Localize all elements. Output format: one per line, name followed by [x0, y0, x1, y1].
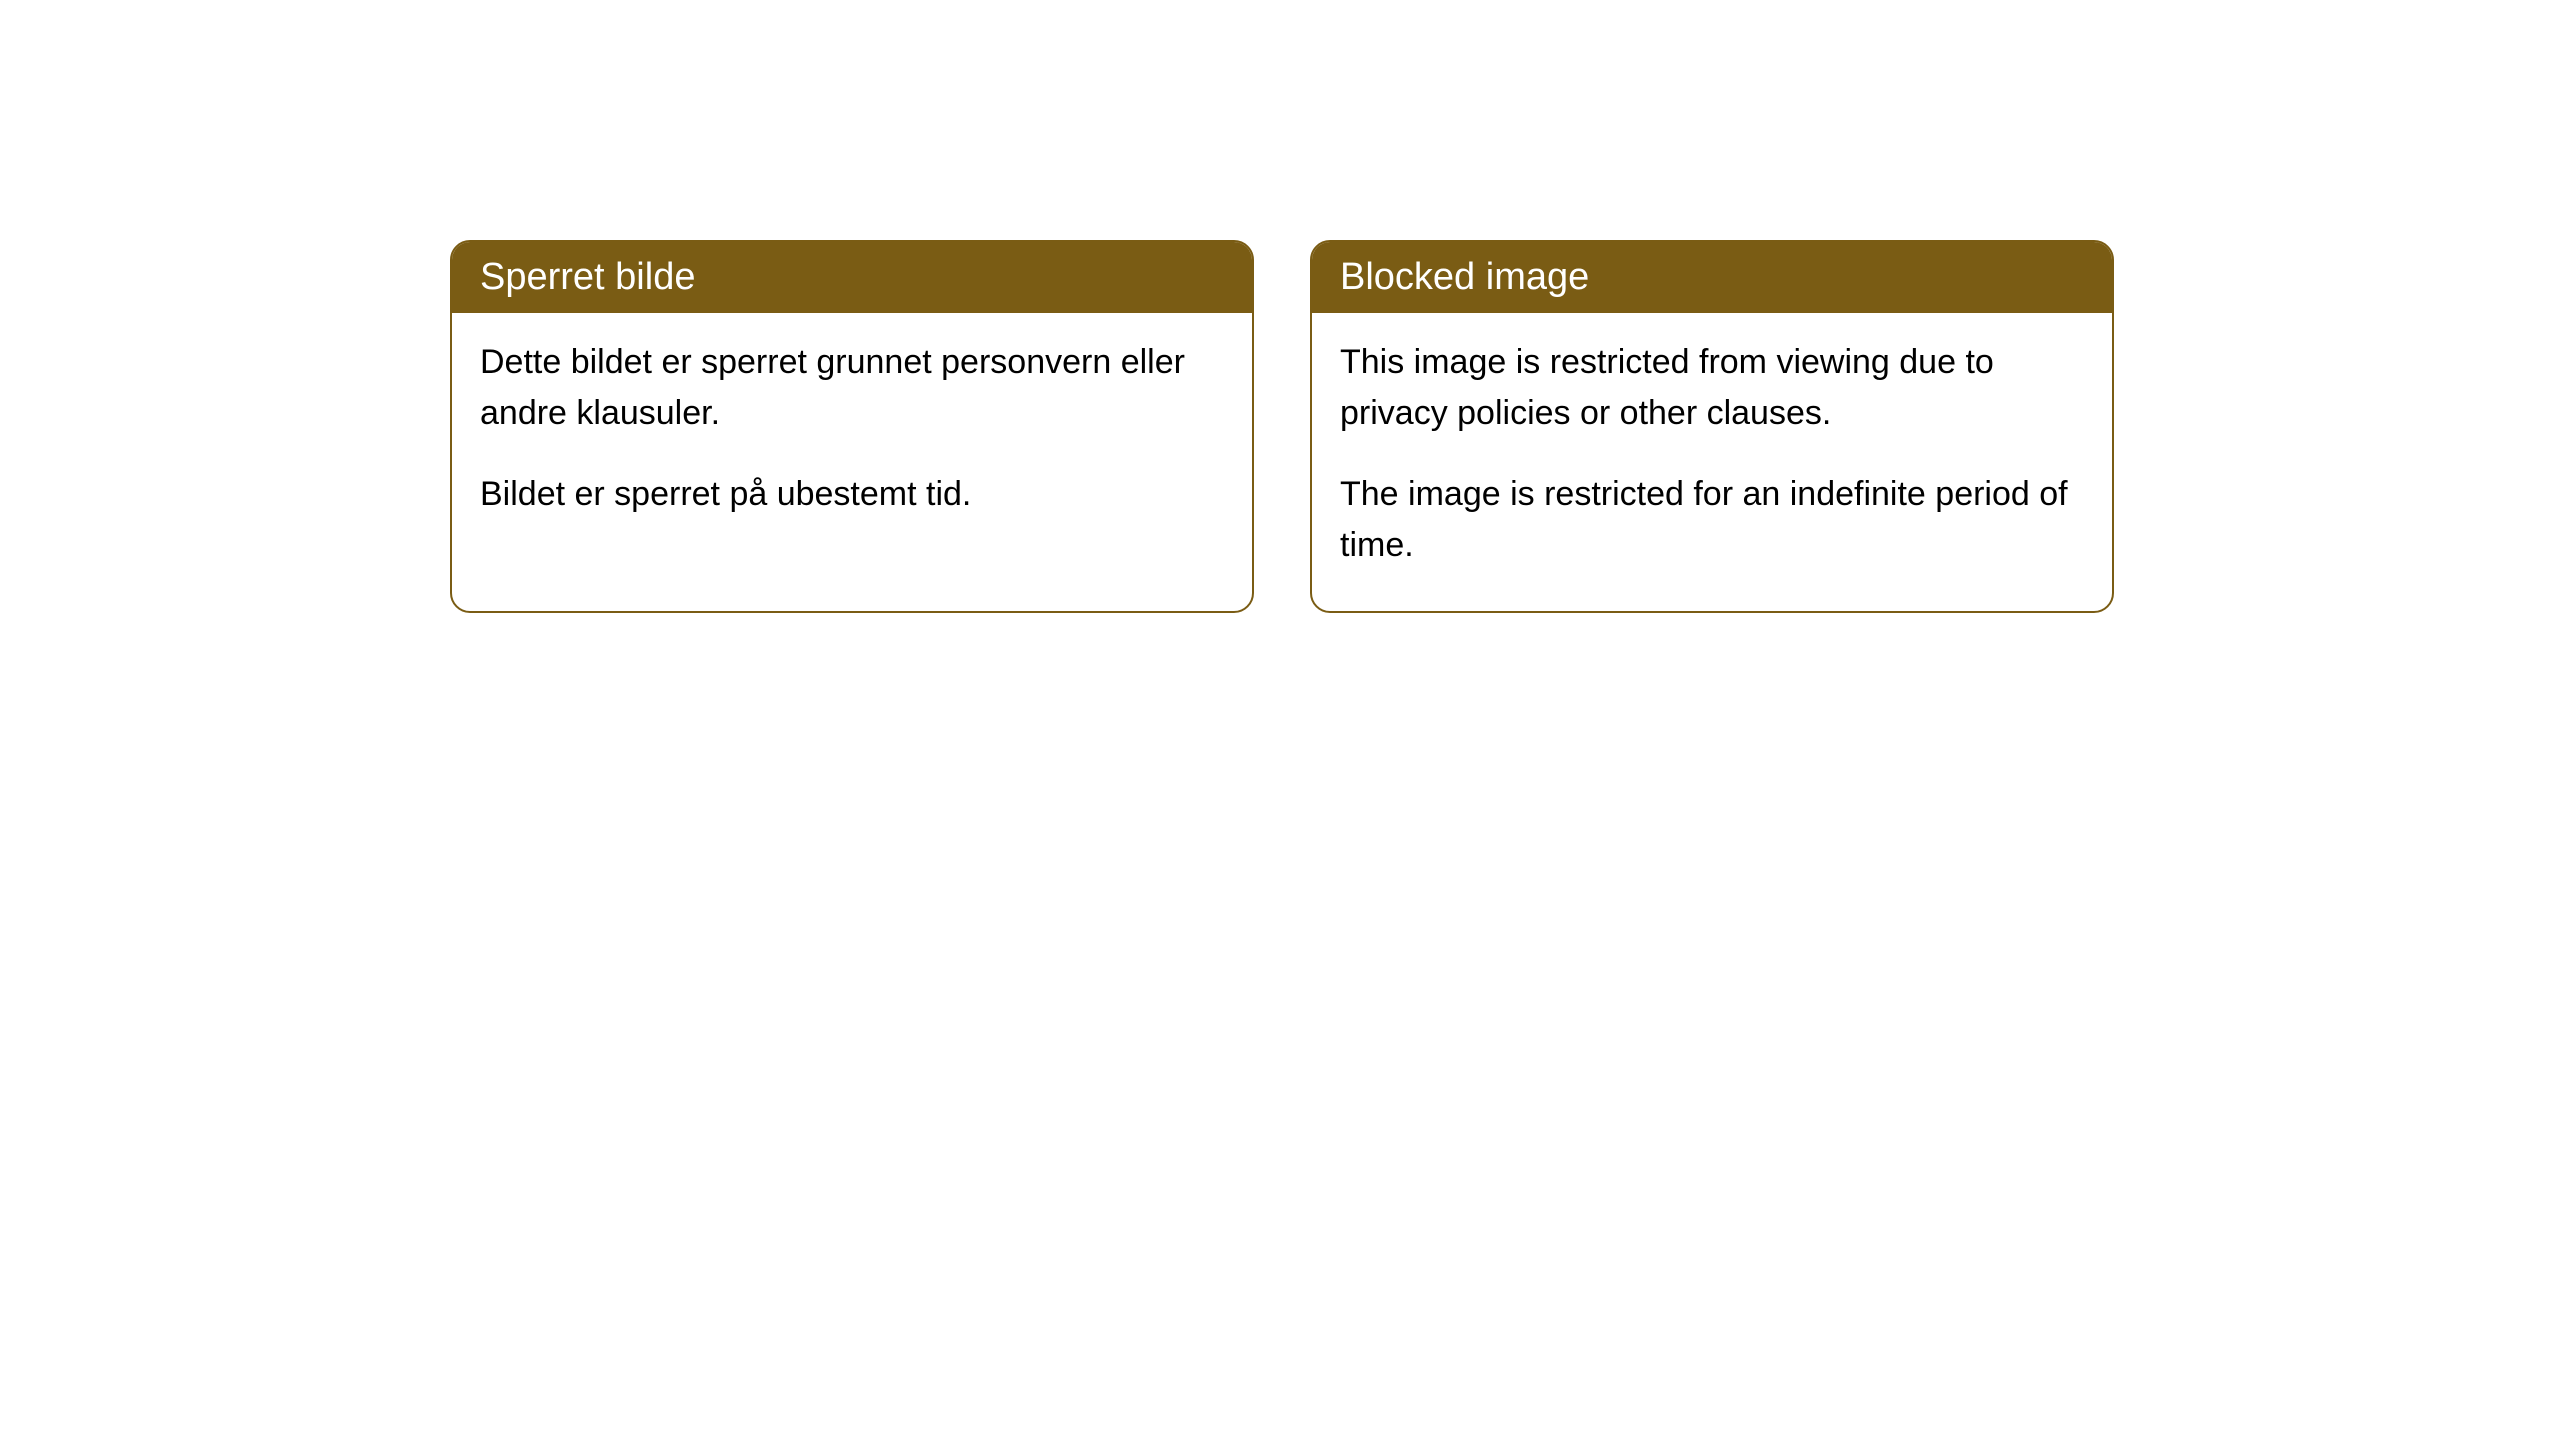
- card-body: This image is restricted from viewing du…: [1312, 313, 2112, 611]
- blocked-image-card-norwegian: Sperret bilde Dette bildet er sperret gr…: [450, 240, 1254, 613]
- cards-container: Sperret bilde Dette bildet er sperret gr…: [450, 240, 2560, 613]
- card-paragraph: Bildet er sperret på ubestemt tid.: [480, 469, 1224, 520]
- card-header: Sperret bilde: [452, 242, 1252, 313]
- card-body: Dette bildet er sperret grunnet personve…: [452, 313, 1252, 560]
- card-paragraph: This image is restricted from viewing du…: [1340, 337, 2084, 439]
- card-header: Blocked image: [1312, 242, 2112, 313]
- card-title: Sperret bilde: [480, 256, 695, 298]
- blocked-image-card-english: Blocked image This image is restricted f…: [1310, 240, 2114, 613]
- card-paragraph: Dette bildet er sperret grunnet personve…: [480, 337, 1224, 439]
- card-title: Blocked image: [1340, 256, 1589, 298]
- card-paragraph: The image is restricted for an indefinit…: [1340, 469, 2084, 571]
